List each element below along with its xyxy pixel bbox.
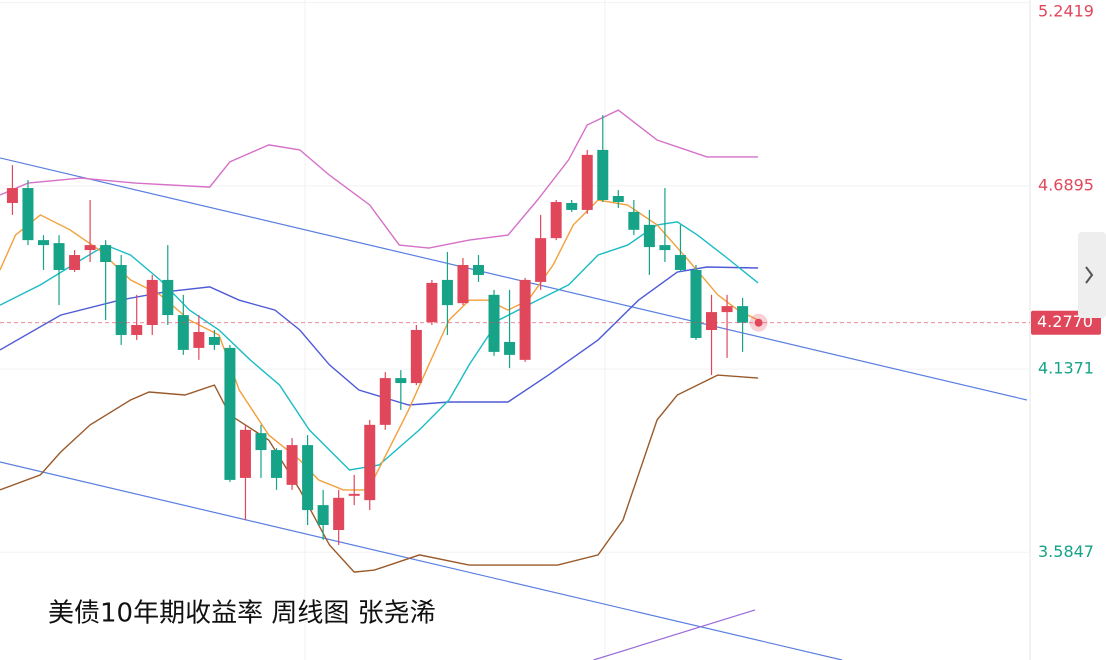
candle-body: [84, 245, 96, 251]
candle-body: [193, 331, 205, 348]
price-dot: [754, 318, 763, 327]
indicator-line: [0, 221, 759, 471]
candle-body: [69, 255, 81, 270]
candle-body: [426, 282, 438, 323]
candle-body: [395, 378, 407, 384]
candle-body: [162, 279, 174, 316]
candle-body: [410, 330, 422, 384]
candle-body: [22, 188, 34, 241]
trendline: [593, 609, 756, 660]
candle-body: [53, 243, 65, 270]
y-tick-label: 5.2419: [1038, 2, 1094, 21]
y-tick-label: 4.6895: [1038, 175, 1094, 194]
candle-body: [255, 433, 267, 451]
candle-body: [674, 255, 686, 270]
candle-body: [721, 306, 733, 313]
candle-body: [317, 505, 329, 526]
y-tick-label: 4.1371: [1038, 359, 1094, 378]
candle-body: [271, 450, 283, 478]
candle-body: [472, 264, 484, 275]
chart-title: 美债10年期收益率 周线图 张尧浠: [48, 599, 436, 629]
price-label: 4.2770: [1037, 312, 1093, 331]
candle-body: [333, 497, 345, 530]
indicator-line: [0, 109, 759, 249]
tab-arrow[interactable]: [1085, 266, 1094, 284]
candle-body: [535, 238, 547, 282]
candle-body: [488, 294, 500, 352]
candle-body: [6, 188, 18, 203]
candle-body: [208, 336, 220, 345]
candle-body: [37, 240, 49, 246]
candle-body: [379, 378, 391, 425]
candle-body: [581, 154, 593, 210]
side-tab[interactable]: [1078, 232, 1106, 318]
candle-body: [115, 264, 127, 335]
candle-body: [131, 325, 143, 335]
candle-body: [364, 424, 376, 501]
candle-body: [504, 341, 516, 355]
indicator-line: [0, 374, 759, 573]
candle-body: [737, 306, 749, 323]
candle-body: [348, 493, 360, 496]
candle-body: [628, 211, 640, 230]
candle-body: [302, 445, 314, 511]
trendline: [0, 461, 843, 660]
candle-body: [550, 201, 562, 239]
candle-body: [659, 245, 671, 251]
indicator-line: [0, 199, 759, 491]
candle-body: [224, 347, 236, 480]
candle-body: [441, 279, 453, 306]
candle-body: [519, 279, 531, 360]
candle-body: [597, 149, 609, 200]
candle-body: [457, 264, 469, 304]
y-tick-label: 3.5847: [1038, 542, 1094, 561]
candle-body: [239, 429, 251, 478]
candle-body: [177, 315, 189, 350]
candle-body: [286, 445, 298, 485]
candle-body: [643, 224, 655, 248]
candle-body: [690, 269, 702, 338]
candle-body: [100, 245, 112, 263]
candle-body: [706, 312, 718, 330]
candle-body: [146, 279, 158, 326]
indicator-line: [0, 266, 759, 406]
trendline: [0, 157, 1028, 401]
candle-body: [566, 202, 578, 210]
candle-body: [612, 196, 624, 202]
